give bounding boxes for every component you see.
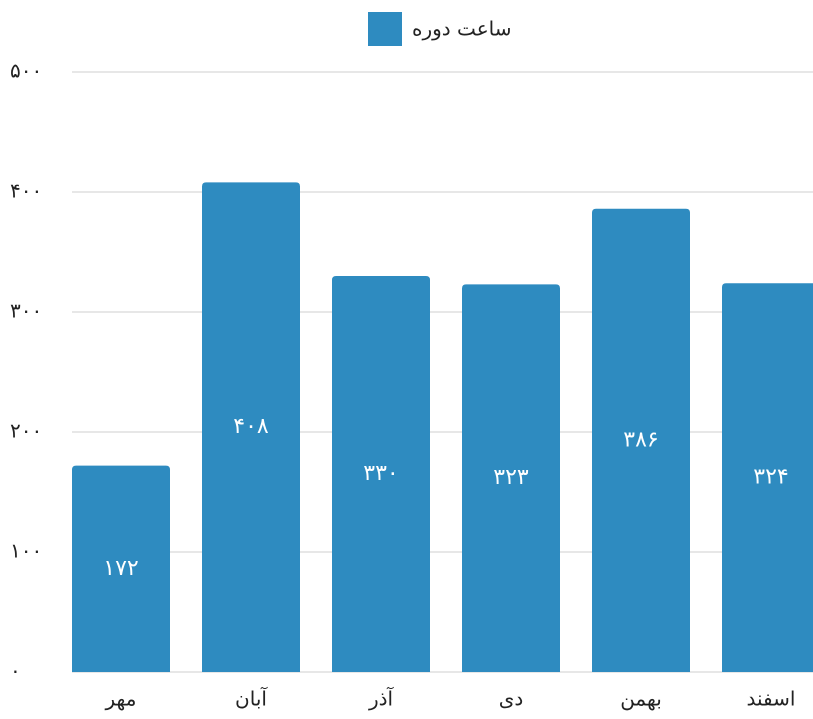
y-tick-label: ۳۰۰ <box>10 299 42 323</box>
bar <box>72 465 170 672</box>
y-tick-label: ۵۰۰ <box>10 59 42 83</box>
y-tick-label: ۲۰۰ <box>10 419 42 443</box>
bar <box>202 182 300 672</box>
x-tick-label: مهر <box>105 687 137 711</box>
legend-label: ساعت دوره <box>412 17 511 41</box>
y-tick-label: ۰ <box>10 659 21 683</box>
y-tick-label: ۴۰۰ <box>10 179 42 203</box>
data-label: ۳۳۰ <box>363 461 398 486</box>
bar <box>332 276 430 672</box>
x-tick-label: آذر <box>368 686 395 711</box>
legend-swatch <box>368 12 402 46</box>
x-tick-label: بهمن <box>620 687 662 711</box>
y-tick-label: ۱۰۰ <box>10 539 42 563</box>
x-tick-label: دی <box>499 687 524 711</box>
bar <box>722 283 813 672</box>
bar <box>462 284 560 672</box>
data-label: ۳۸۶ <box>623 427 658 452</box>
data-label: ۴۰۸ <box>233 414 269 439</box>
data-label: ۳۲۴ <box>753 465 788 490</box>
data-label: ۳۲۳ <box>493 465 529 490</box>
bar <box>592 208 690 673</box>
data-label: ۱۷۲ <box>103 556 138 581</box>
x-tick-label: اسفند <box>747 687 796 711</box>
x-tick-label: آبان <box>235 686 268 711</box>
